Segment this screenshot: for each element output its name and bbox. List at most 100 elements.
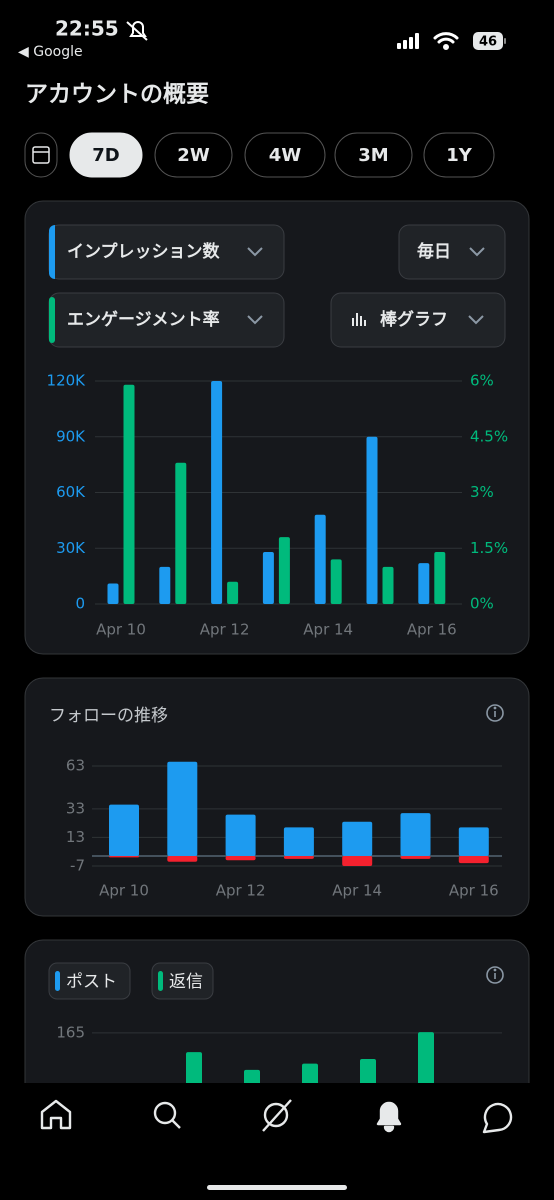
y2-tick-label: 6% [470, 372, 494, 390]
followers-title: フォローの推移 [49, 706, 168, 726]
bar [314, 514, 326, 604]
interval-dropdown[interactable]: 毎日 [398, 224, 506, 280]
messages-tab[interactable] [482, 1102, 513, 1134]
home-tab[interactable] [40, 1099, 72, 1130]
range-button[interactable]: 4W [244, 132, 326, 178]
notifications-tab[interactable] [376, 1101, 402, 1133]
legend-chip [48, 962, 131, 1000]
y2-tick-label: 0% [470, 595, 494, 613]
y-tick-label: 13 [66, 828, 85, 846]
bar [123, 384, 135, 604]
bar [107, 583, 119, 604]
info-icon[interactable] [486, 966, 504, 984]
bar [342, 821, 373, 856]
followers-chart: 63 33 13 -7 Apr 10 Apr 12 Apr 14 Apr 16 [66, 757, 502, 900]
bar [400, 813, 431, 856]
range-button-label: 4W [269, 145, 302, 166]
metric-1-dropdown[interactable]: インプレッション数 [48, 224, 285, 280]
interval-label: 毎日 [417, 241, 451, 262]
bar [175, 462, 187, 604]
bar [330, 559, 342, 604]
y2-tick-label: 3% [470, 483, 494, 501]
bar [211, 381, 223, 604]
range-button[interactable]: 7D [69, 132, 143, 178]
calendar-button[interactable] [24, 132, 58, 178]
y-tick-label: 120K [47, 372, 87, 390]
bar [382, 566, 394, 604]
impressions-chart: 0 30K 60K 90K 120K 0% 1.5% 3% 4.5% 6% Apr 10 Apr 12… [47, 372, 509, 639]
range-button-bg [423, 132, 495, 178]
legend-item[interactable]: 返信 [151, 962, 214, 1000]
bar [418, 563, 430, 604]
battery-level: 46 [479, 35, 497, 50]
y2-tick-label: 4.5% [470, 427, 508, 445]
y-tick-label: 30K [56, 539, 86, 557]
metric-2-label: エンゲージメント率 [67, 309, 220, 330]
bar [278, 537, 290, 604]
bar [227, 581, 239, 604]
range-button-label: 2W [177, 145, 210, 166]
legend-label: ポスト [66, 972, 117, 992]
home-indicator [207, 1185, 347, 1190]
range-button[interactable]: 2W [154, 132, 233, 178]
legend-chip [151, 962, 214, 1000]
y-tick-label: 33 [66, 799, 85, 817]
x-tick-label: Apr 10 [99, 882, 149, 900]
page-title: アカウントの概要 [25, 82, 209, 108]
y-tick-label: 60K [56, 483, 86, 501]
grok-tab[interactable] [262, 1099, 292, 1132]
y-tick-label: -7 [70, 857, 85, 875]
x-tick-label: Apr 16 [407, 621, 457, 639]
x-tick-label: Apr 16 [449, 882, 499, 900]
chart-kind-label: 棒グラフ [380, 309, 448, 330]
bar [434, 551, 446, 604]
search-tab[interactable] [153, 1101, 181, 1129]
bar [109, 804, 139, 856]
bar [109, 856, 139, 858]
bar [400, 856, 431, 859]
bar [262, 551, 274, 604]
metric-1-label: インプレッション数 [67, 241, 220, 262]
mute-icon [126, 21, 148, 41]
y2-tick-label: 1.5% [470, 539, 508, 557]
x-tick-label: Apr 14 [303, 621, 353, 639]
bar [225, 856, 256, 861]
bar [342, 856, 373, 866]
battery-tip [504, 38, 506, 44]
y-tick-label: 165 [56, 1023, 85, 1041]
signal-icon [397, 33, 419, 49]
bar [283, 827, 314, 856]
legend-item[interactable]: ポスト [48, 962, 131, 1000]
range-button[interactable]: 1Y [423, 132, 495, 178]
range-button[interactable]: 3M [334, 132, 413, 178]
range-button-label: 3M [358, 145, 388, 166]
range-button-label: 7D [92, 145, 119, 166]
bar [283, 856, 314, 859]
range-button-bg [244, 132, 326, 178]
bar [159, 566, 171, 604]
bottom-nav [0, 1083, 554, 1200]
back-link[interactable]: ◀ Google [18, 44, 83, 60]
bar [167, 761, 198, 856]
legend-label: 返信 [169, 972, 203, 992]
bar [366, 436, 378, 604]
battery [473, 32, 503, 50]
range-button-bg [69, 132, 143, 178]
metric-2-dropdown[interactable]: エンゲージメント率 [48, 292, 285, 348]
wifi-icon [433, 32, 459, 50]
x-tick-label: Apr 14 [332, 882, 382, 900]
y-tick-label: 63 [66, 757, 85, 775]
x-tick-label: Apr 12 [200, 621, 250, 639]
y-tick-label: 0 [75, 595, 85, 613]
x-tick-label: Apr 10 [96, 621, 146, 639]
x-tick-label: Apr 12 [216, 882, 266, 900]
info-icon[interactable] [486, 704, 504, 722]
status-time: 22:55 [55, 17, 119, 41]
bar [458, 827, 489, 856]
legend-swatch [55, 971, 60, 991]
chart-kind-dropdown[interactable]: 棒グラフ [330, 292, 506, 348]
range-button-bg [334, 132, 413, 178]
y-tick-label: 90K [56, 427, 86, 445]
